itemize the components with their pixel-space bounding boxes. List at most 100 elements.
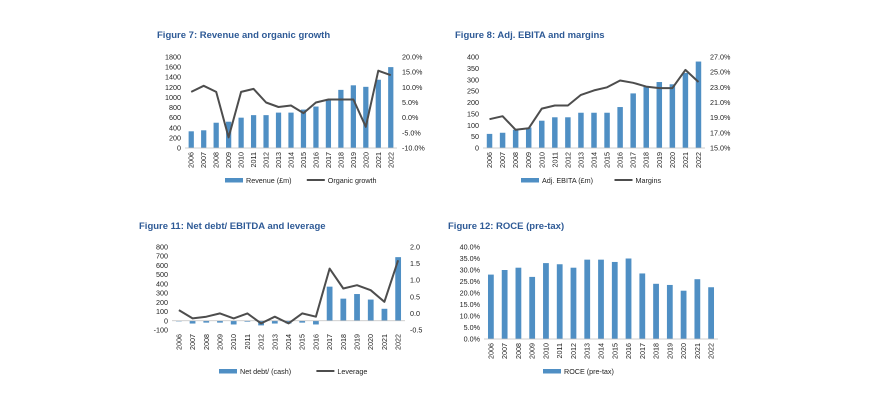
right-axis-tick-label: 0.5 [410, 292, 420, 301]
right-axis-tick-label: 27.0% [710, 53, 731, 62]
category-label-2006: 2006 [485, 152, 494, 168]
category-label-2021: 2021 [681, 152, 690, 168]
category-label-2016: 2016 [311, 152, 320, 168]
category-label-2019: 2019 [353, 334, 362, 350]
category-label-2019: 2019 [349, 152, 358, 168]
bar-2019 [666, 284, 673, 339]
category-label-2017: 2017 [324, 152, 333, 168]
category-label-2016: 2016 [616, 152, 625, 168]
category-label-2018: 2018 [339, 334, 348, 350]
right-axis-tick-label: 25.0% [710, 68, 731, 77]
bar-2008 [515, 267, 522, 339]
category-label-2012: 2012 [262, 152, 271, 168]
legend-label: Leverage [337, 367, 367, 376]
bar-2020 [363, 86, 369, 148]
category-label-2019: 2019 [655, 152, 664, 168]
category-label-2016: 2016 [311, 334, 320, 350]
category-label-2008: 2008 [212, 152, 221, 168]
category-label-2009: 2009 [528, 343, 537, 359]
category-label-2021: 2021 [374, 152, 383, 168]
category-label-2017: 2017 [629, 152, 638, 168]
category-label-2018: 2018 [652, 343, 661, 359]
bar-2021 [694, 279, 701, 339]
category-label-2020: 2020 [668, 152, 677, 168]
legend-label: Organic growth [328, 176, 377, 185]
left-axis-tick-label: 30.0% [460, 266, 481, 275]
bar-2019 [354, 294, 360, 321]
left-axis-tick-label: 0 [164, 316, 168, 325]
bar-2018 [340, 298, 347, 321]
bar-2014 [598, 259, 604, 339]
figure-8-title: Figure 8: Adj. EBITA and margins [455, 30, 605, 41]
left-axis-tick-label: 20.0% [460, 289, 481, 298]
bar-2016 [313, 106, 319, 148]
bar-2010 [230, 320, 237, 325]
category-label-2013: 2013 [270, 334, 279, 350]
left-axis-tick-label: 10.0% [460, 312, 481, 321]
bar-2013 [271, 320, 278, 324]
bar-2017 [326, 286, 333, 321]
left-axis-tick-label: 700 [156, 252, 168, 261]
right-axis-tick-label: 5.0% [402, 98, 419, 107]
category-label-2011: 2011 [555, 343, 564, 358]
bar-2011 [552, 117, 558, 148]
bar-2022 [708, 287, 715, 339]
category-label-2017: 2017 [325, 334, 334, 350]
bar-2007 [189, 320, 196, 324]
left-axis-tick-label: 400 [169, 123, 181, 132]
figure-12-chart: Figure 12: ROCE (pre-tax) 0.0% 5.0% 10.0% 1… [448, 221, 748, 383]
category-label-2008: 2008 [511, 152, 520, 168]
bar-2021 [375, 79, 381, 148]
bar-2015 [604, 112, 610, 148]
bar-2017 [325, 99, 332, 148]
left-axis-tick-label: 250 [467, 87, 479, 96]
bar-2007 [201, 130, 207, 148]
legend-label: Margins [636, 176, 662, 185]
bar-2011 [244, 320, 251, 322]
category-label-2011: 2011 [550, 152, 559, 167]
left-axis-tick-label: 500 [156, 270, 168, 279]
left-axis-tick-label: 1200 [165, 83, 181, 92]
left-axis-tick-label: 1800 [165, 53, 181, 62]
left-axis-tick-label: 600 [169, 113, 181, 122]
category-label-2007: 2007 [199, 152, 208, 168]
category-label-2008: 2008 [514, 343, 523, 359]
legend-swatch-bar [225, 178, 243, 183]
bar-2009 [525, 127, 532, 148]
category-label-2016: 2016 [624, 343, 633, 359]
bar-2020 [367, 299, 374, 321]
right-axis-tick-label: -0.5 [410, 326, 422, 335]
bar-2016 [625, 258, 632, 339]
left-axis-tick-label: 40.0% [460, 243, 481, 252]
right-axis-tick-label: 23.0% [710, 83, 731, 92]
bar-2019 [350, 85, 356, 148]
left-axis-tick-label: 5.0% [464, 323, 481, 332]
category-label-2013: 2013 [274, 152, 283, 168]
bar-2006 [188, 131, 194, 148]
left-axis-tick-label: 200 [169, 133, 181, 142]
legend-swatch-bar [219, 369, 237, 374]
category-label-2014: 2014 [597, 343, 606, 359]
category-label-2012: 2012 [257, 334, 266, 350]
category-label-2021: 2021 [693, 343, 702, 359]
left-axis-tick-label: 800 [156, 243, 168, 252]
category-label-2006: 2006 [486, 343, 495, 359]
category-label-2011: 2011 [243, 334, 252, 349]
figure-12-plot: 0.0% 5.0% 10.0% 15.0% 20.0% 25.0% 30.0% 35.0% 40… [460, 243, 718, 376]
category-label-2020: 2020 [366, 334, 375, 350]
right-axis-tick-label: 1.5 [410, 259, 420, 268]
figure-11-title: Figure 11: Net debt/ EBITDA and leverage [139, 221, 326, 232]
category-label-2012: 2012 [563, 152, 572, 168]
category-label-2022: 2022 [394, 334, 403, 350]
bar-2015 [299, 320, 306, 323]
category-label-2006: 2006 [187, 152, 196, 168]
category-label-2009: 2009 [524, 152, 533, 168]
category-label-2015: 2015 [298, 334, 307, 350]
bar-2018 [653, 283, 659, 339]
category-label-2017: 2017 [638, 343, 647, 359]
line-series-Leverage [178, 259, 400, 325]
left-axis-tick-label: 100 [467, 121, 479, 130]
left-axis-tick-label: 1400 [165, 73, 181, 82]
left-axis-tick-label: 0 [177, 144, 181, 153]
